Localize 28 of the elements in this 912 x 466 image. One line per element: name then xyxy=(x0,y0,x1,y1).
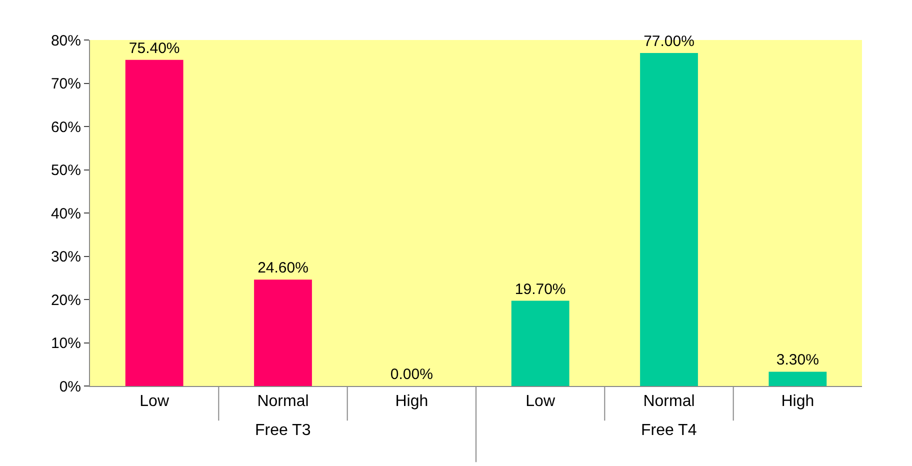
bar xyxy=(125,60,184,386)
data-label: 77.00% xyxy=(644,32,694,50)
data-label: 3.30% xyxy=(776,352,819,369)
data-label: 24.60% xyxy=(258,260,308,277)
y-tick-label: 70% xyxy=(50,76,81,92)
text: Free T3 xyxy=(255,422,311,439)
y-tick-label: 0% xyxy=(59,378,81,396)
data-label: 75.40% xyxy=(128,40,180,57)
data-label: 0.00% xyxy=(390,366,433,383)
text: Free T4 xyxy=(641,422,697,439)
bar xyxy=(640,52,698,386)
x-tick-label: Low xyxy=(140,393,170,410)
x-tick-label: Normal xyxy=(643,393,695,410)
bar xyxy=(511,300,570,386)
x-tick-label: High xyxy=(781,393,814,410)
y-tick-label: 10% xyxy=(50,335,81,352)
x-tick-label: Normal xyxy=(257,393,309,410)
x-tick-label: Low xyxy=(526,393,556,410)
y-tick-label: 30% xyxy=(50,248,81,266)
y-tick-label: 20% xyxy=(50,292,81,309)
y-tick-label: 80% xyxy=(50,32,81,50)
x-tick-label: High xyxy=(395,393,428,410)
y-tick-label: 40% xyxy=(50,205,81,222)
y-tick-label: 50% xyxy=(50,162,81,179)
data-label: 19.70% xyxy=(514,280,566,298)
bar xyxy=(768,372,827,386)
y-tick-label: 60% xyxy=(50,118,81,136)
bar xyxy=(254,280,312,386)
